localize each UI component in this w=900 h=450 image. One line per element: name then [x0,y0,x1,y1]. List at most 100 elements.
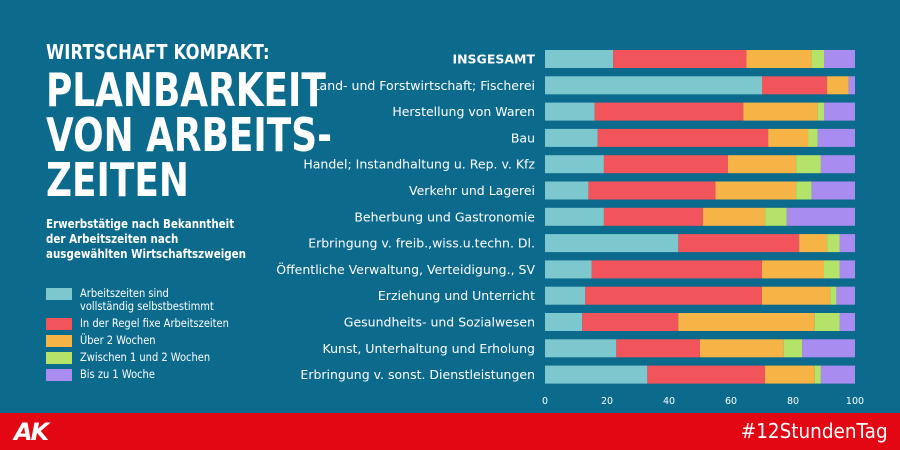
page-title-line: PLANBARKEIT [46,63,326,117]
bar-segment [796,181,812,200]
footer-bar: AK #12StundenTag [0,413,900,450]
bar-segment [783,339,803,358]
x-tick-label: 20 [601,396,613,407]
bar-segment [545,339,617,358]
category-label: Bau [511,130,535,145]
bar-segment [839,313,855,331]
bar-segment [796,155,821,174]
category-label: Öffentliche Verwaltung, Verteidigung., S… [276,261,535,277]
category-label: Verkehr und Lagerei [409,183,535,198]
bar-segment [700,339,784,358]
bar-segment [830,286,837,305]
bar-segment [817,128,855,147]
legend: Arbeitszeiten sind vollständig selbstbes… [46,287,306,385]
bar-segment [746,50,812,68]
bar-segment [545,102,595,121]
bar-segment [597,128,769,147]
category-label: Kunst, Unterhaltung und Erholung [323,341,535,356]
subtitle: Erwerbstätige nach Bekanntheit der Arbei… [46,217,252,262]
kicker: WIRTSCHAFT KOMPAKT: [46,40,270,64]
x-tick-label: 40 [663,396,675,407]
legend-label-line: Arbeitszeiten sind [80,286,169,300]
ak-logo: AK [14,418,49,446]
bar-segment [585,286,762,305]
bar-segment [848,76,855,95]
subtitle-line: Erwerbstätige nach Bekanntheit [46,217,235,231]
bar-segment [827,76,849,95]
legend-swatch [46,318,72,330]
x-tick-label: 0 [542,396,548,407]
legend-item-fix: In der Regel fixe Arbeitszeiten [46,317,306,330]
legend-item-ueber-2-wochen: Über 2 Wochen [46,334,306,347]
legend-item-bis-1-woche: Bis zu 1 Woche [46,368,306,381]
bar-segment [616,339,700,358]
bar-segment [545,50,614,68]
x-tick-label: 80 [787,396,799,407]
subtitle-line: ausgewählten Wirtschaftszweigen [46,247,246,261]
bar-segment [824,102,855,121]
page-title: PLANBARKEIT VON ARBEITS- ZEITEN [46,63,332,207]
bar-segment [678,313,815,331]
bar-segment [811,181,855,200]
bar-segment [545,260,592,279]
bar-segment [808,128,818,147]
bar-segment [545,76,762,95]
category-label: INSGESAMT [452,52,535,67]
legend-swatch [46,369,72,381]
bar-segment [545,207,604,226]
bar-segment [762,260,824,279]
legend-label: Über 2 Wochen [80,333,156,347]
legend-item-selbstbestimmt: Arbeitszeiten sind vollständig selbstbes… [46,287,306,313]
legend-label: Zwischen 1 und 2 Wochen [80,350,211,364]
bar-segment [678,234,800,253]
legend-item-1-2-wochen: Zwischen 1 und 2 Wochen [46,351,306,364]
legend-label-line: vollständig selbstbestimmt [80,299,214,313]
subtitle-line: der Arbeitszeiten nach [46,232,179,246]
bar-segment [545,234,679,253]
bar-segment [811,50,824,68]
bar-segment [545,365,648,384]
page-title-line: ZEITEN [46,153,189,207]
hashtag: #12StundenTag [741,419,888,443]
bar-segment [715,181,797,200]
bar-segment [591,260,762,279]
bar-segment [582,313,679,331]
page-title-line: VON ARBEITS- [46,108,332,162]
header-block: WIRTSCHAFT KOMPAKT: PLANBARKEIT VON ARBE… [46,40,332,207]
bar-segment [820,155,855,174]
legend-swatch [46,352,72,364]
bar-segment [827,234,840,253]
bar-segment [836,286,855,305]
bar-segment [727,155,797,174]
legend-label: Bis zu 1 Woche [80,367,155,381]
bar-segment [820,365,855,384]
category-label: Handel; Instandhaltung u. Rep. v. Kfz [303,157,535,172]
bar-segment [814,365,821,384]
bar-segment [545,181,589,200]
x-tick-label: 60 [725,396,737,407]
bar-segment [594,102,744,121]
bar-segment [545,313,583,331]
bar-segment [703,207,766,226]
bar-segment [799,234,828,253]
legend-swatch [46,288,72,300]
category-label: Herstellung von Waren [392,104,535,119]
bar-segment [545,286,586,305]
bar-segment [588,181,716,200]
stacked-bar-chart: INSGESAMT Land- und Forstwirtschaft; Fisc… [276,50,864,407]
bar-segment [817,102,824,121]
bar-segment [802,339,855,358]
legend-swatch [46,335,72,347]
legend-label: In der Regel fixe Arbeitszeiten [80,316,229,330]
bar-segment [545,155,604,174]
bar-segment [786,207,855,226]
category-label: Land- und Forstwirtschaft; Fischerei [313,78,535,93]
category-label: Erbringung v. sonst. Dienstleistungen [300,367,535,382]
bar-segment [768,128,809,147]
bar-segment [647,365,766,384]
category-label: Erziehung und Unterricht [378,288,535,303]
bar-segment [762,286,831,305]
x-tick-label: 100 [846,396,864,407]
bar-segment [765,365,815,384]
bar-segment [613,50,747,68]
